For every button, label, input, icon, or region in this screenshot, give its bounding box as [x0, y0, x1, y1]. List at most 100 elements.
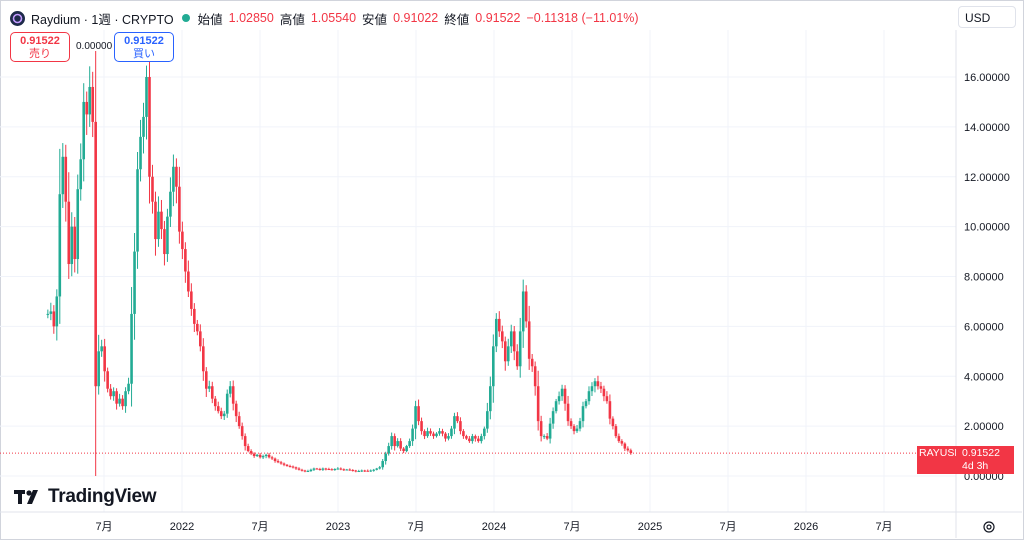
candle-body	[551, 411, 555, 424]
candle-body	[599, 386, 603, 389]
candle-body	[148, 77, 151, 177]
candlestick-series[interactable]	[46, 32, 633, 476]
candle-body	[187, 271, 190, 292]
candle-body	[97, 351, 100, 387]
candle-body	[70, 226, 74, 265]
candle-body	[336, 468, 340, 470]
candle-body	[584, 401, 588, 407]
settings-gear-icon[interactable]	[982, 520, 996, 534]
candle-body	[629, 450, 633, 454]
candle-body	[175, 166, 178, 187]
candle-body	[569, 421, 573, 427]
currency-selector[interactable]: USD	[958, 6, 1016, 28]
sell-label: 売り	[29, 48, 51, 60]
x-tick-label: 2023	[326, 521, 350, 533]
y-tick-label: 8.00000	[964, 272, 1004, 284]
price-tag-countdown: 4d 3h	[962, 460, 989, 472]
candle-body	[246, 446, 250, 452]
candle-body	[381, 461, 384, 468]
candle-body	[542, 436, 546, 438]
candle-body	[207, 386, 211, 389]
last-price-label: 0.91522 4d 3h	[956, 446, 1014, 474]
y-tick-label: 10.00000	[964, 222, 1010, 234]
candle-body	[554, 401, 558, 412]
candle-body	[354, 470, 358, 472]
buy-button[interactable]: 0.91522 買い	[114, 32, 174, 62]
candle-body	[294, 467, 298, 469]
candle-body	[196, 323, 199, 332]
candle-body	[435, 433, 438, 437]
sell-price: 0.91522	[20, 35, 60, 47]
candle-body	[199, 331, 202, 347]
candle-body	[450, 428, 453, 437]
candle-body	[411, 428, 414, 442]
candle-body	[494, 318, 498, 347]
candle-body	[500, 331, 504, 342]
candle-body	[363, 470, 367, 472]
candle-body	[423, 431, 426, 437]
x-axis[interactable]: 7月 2022 7月 2023 7月 2024 7月 2025 7月 2026 7月	[0, 511, 1022, 533]
candle-body	[76, 189, 80, 260]
candle-body	[255, 454, 259, 457]
candle-body	[190, 291, 193, 309]
sell-button[interactable]: 0.91522 売り	[10, 32, 70, 62]
candle-body	[213, 398, 217, 407]
candle-body	[518, 331, 522, 367]
candle-body	[396, 441, 399, 447]
candle-body	[61, 156, 65, 195]
candle-body	[169, 191, 172, 217]
candle-body	[486, 411, 489, 429]
candle-body	[258, 454, 262, 458]
candle-body	[432, 433, 435, 437]
candle-body	[103, 346, 106, 372]
candle-body	[73, 226, 77, 260]
buy-price: 0.91522	[124, 35, 164, 47]
candle-body	[333, 469, 337, 471]
candle-body	[94, 121, 97, 387]
candle-body	[444, 433, 447, 439]
candle-body	[536, 386, 540, 422]
candle-body	[414, 406, 417, 429]
brand-name: TradingView	[48, 486, 157, 507]
candle-body	[351, 470, 355, 472]
candle-body	[243, 436, 247, 447]
candle-body	[240, 426, 244, 437]
x-tick-label: 7月	[563, 521, 580, 533]
candle-body	[204, 371, 208, 389]
candle-body	[100, 346, 103, 352]
candle-body	[288, 466, 292, 468]
candle-body	[178, 186, 181, 232]
candle-body	[82, 101, 86, 160]
candle-body	[545, 436, 549, 439]
y-tick-label: 0.00000	[964, 471, 1004, 483]
candle-body	[563, 388, 567, 404]
buy-label: 買い	[133, 48, 155, 60]
candle-body	[399, 441, 402, 449]
candle-body	[462, 431, 465, 437]
high-label: 高値	[279, 12, 305, 27]
market-status-dot	[181, 14, 190, 22]
symbol-title[interactable]: Raydium · 1週 · CRYPTO	[31, 12, 174, 27]
candle-body	[342, 469, 346, 471]
candle-body	[58, 194, 62, 297]
candle-body	[614, 426, 618, 437]
candle-body	[429, 431, 432, 434]
y-axis[interactable]: 0.00000 2.00000 4.00000 6.00000 8.00000 10.00…	[955, 30, 1010, 538]
y-tick-label: 2.00000	[964, 421, 1004, 433]
x-tick-label: 7月	[719, 521, 736, 533]
candle-body	[405, 446, 408, 452]
candle-body	[139, 136, 142, 170]
candle-body	[115, 391, 118, 404]
candle-body	[489, 386, 492, 412]
candle-body	[581, 406, 585, 422]
candle-body	[348, 469, 352, 471]
candle-body	[184, 249, 187, 272]
raydium-logo-icon	[10, 10, 25, 26]
candle-body	[121, 398, 124, 407]
candle-body	[297, 468, 301, 470]
candle-body	[390, 436, 393, 447]
x-tick-label: 7月	[875, 521, 892, 533]
candle-body	[163, 229, 166, 255]
tradingview-logo[interactable]: TradingView	[14, 486, 157, 508]
